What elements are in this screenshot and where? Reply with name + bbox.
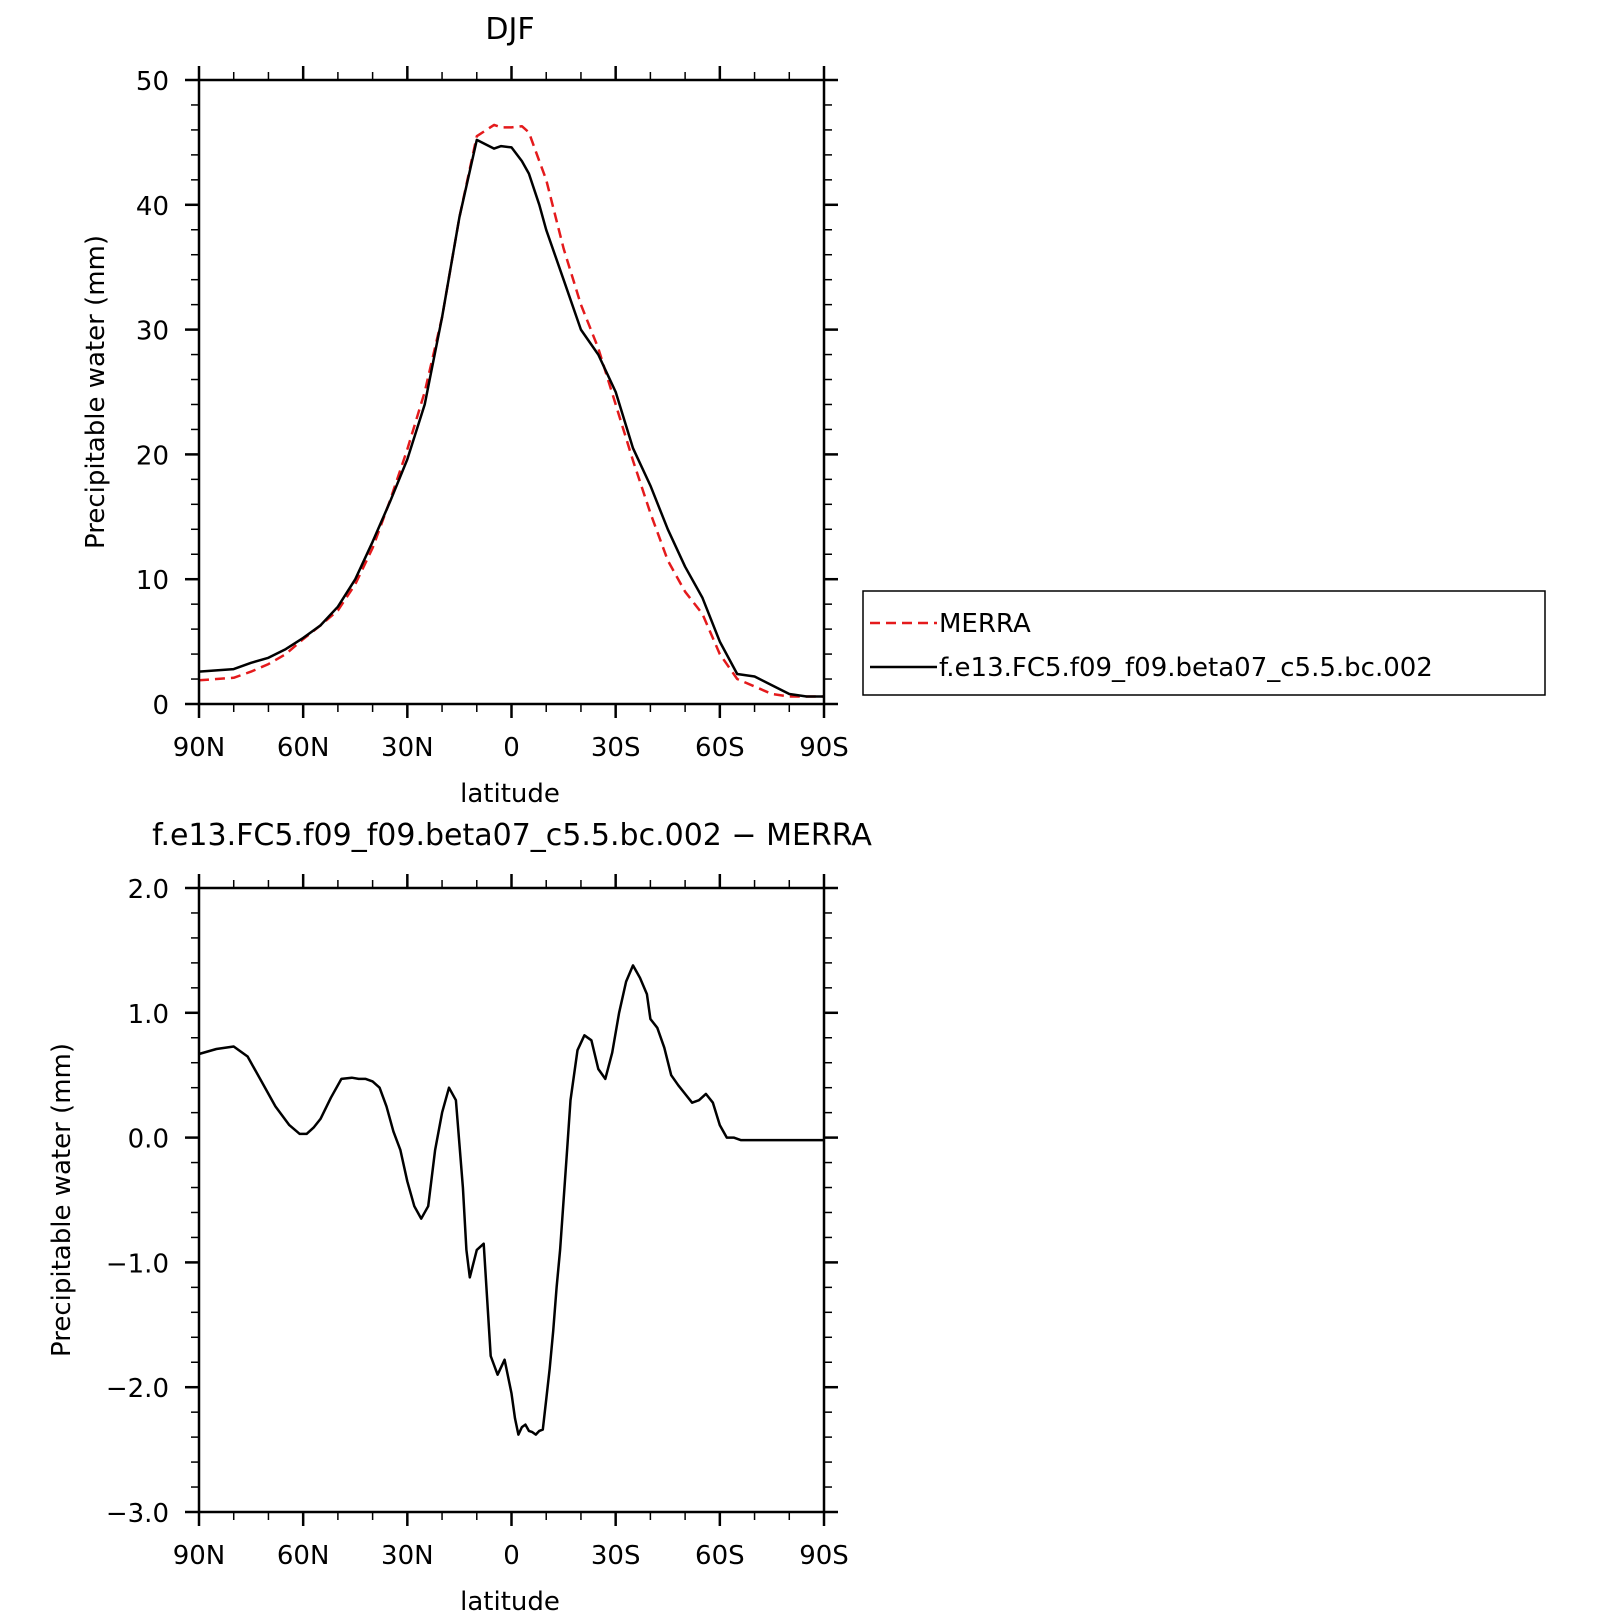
bottom-x-tick-label: 90N bbox=[173, 1541, 226, 1571]
legend: MERRA f.e13.FC5.f09_f09.beta07_c5.5.bc.0… bbox=[862, 590, 1546, 696]
bottom-x-tick-label: 0 bbox=[503, 1541, 520, 1571]
bottom-y-tick-label: 2.0 bbox=[128, 875, 169, 905]
bottom-y-tick-label: −1.0 bbox=[106, 1249, 169, 1279]
top-x-tick-label: 90S bbox=[799, 733, 849, 763]
top-y-tick-label: 30 bbox=[136, 317, 169, 347]
bottom-y-tick-label: −2.0 bbox=[106, 1374, 169, 1404]
bottom-series-difference-line bbox=[198, 964, 824, 1436]
top-x-tick-label: 60S bbox=[695, 733, 745, 763]
top-chart-title: DJF bbox=[485, 12, 534, 47]
bottom-x-tick-label: 90S bbox=[799, 1541, 849, 1571]
bottom-x-tick-label: 60N bbox=[277, 1541, 330, 1571]
top-x-tick-label: 0 bbox=[503, 733, 520, 763]
top-x-axis-label: latitude bbox=[460, 779, 560, 809]
top-y-tick-label: 40 bbox=[136, 192, 169, 222]
top-y-tick-label: 0 bbox=[152, 691, 169, 721]
bottom-y-axis-label: Precipitable water (mm) bbox=[47, 1043, 77, 1357]
top-series-f-e13-fc5-f09-f09-beta07-c5-5-bc-002-line bbox=[198, 138, 824, 698]
top-series-merra-line bbox=[198, 123, 824, 698]
top-x-tick-label: 30S bbox=[591, 733, 641, 763]
top-y-tick-label: 10 bbox=[136, 566, 169, 596]
bottom-x-axis-label: latitude bbox=[460, 1587, 560, 1617]
top-y-tick-label: 20 bbox=[136, 441, 169, 471]
top-plot-frame bbox=[197, 78, 826, 706]
top-x-tick-label: 90N bbox=[173, 733, 226, 763]
top-panel: DJF 0 10 20 30 40 50 90N 60N 30N 0 30S 60S 90S latit… bbox=[81, 12, 849, 809]
bottom-y-tick-label: −3.0 bbox=[106, 1499, 169, 1529]
bottom-panel: f.e13.FC5.f09_f09.beta07_c5.5.bc.002 − M… bbox=[47, 818, 872, 1617]
top-x-tick-label: 60N bbox=[277, 733, 330, 763]
top-x-tick-label: 30N bbox=[381, 733, 434, 763]
bottom-y-tick-label: 0.0 bbox=[128, 1125, 169, 1155]
bottom-x-tick-label: 30N bbox=[381, 1541, 434, 1571]
bottom-plot-frame bbox=[197, 886, 826, 1514]
top-y-tick-label: 50 bbox=[136, 67, 169, 97]
legend-box bbox=[862, 590, 1546, 696]
top-y-axis-label: Precipitable water (mm) bbox=[81, 235, 111, 549]
legend-model-label: f.e13.FC5.f09_f09.beta07_c5.5.bc.002 bbox=[939, 653, 1433, 683]
legend-merra-label: MERRA bbox=[939, 609, 1031, 639]
bottom-x-tick-label: 60S bbox=[695, 1541, 745, 1571]
bottom-chart-title: f.e13.FC5.f09_f09.beta07_c5.5.bc.002 − M… bbox=[152, 818, 872, 853]
bottom-x-tick-label: 30S bbox=[591, 1541, 641, 1571]
bottom-y-tick-label: 1.0 bbox=[128, 1000, 169, 1030]
